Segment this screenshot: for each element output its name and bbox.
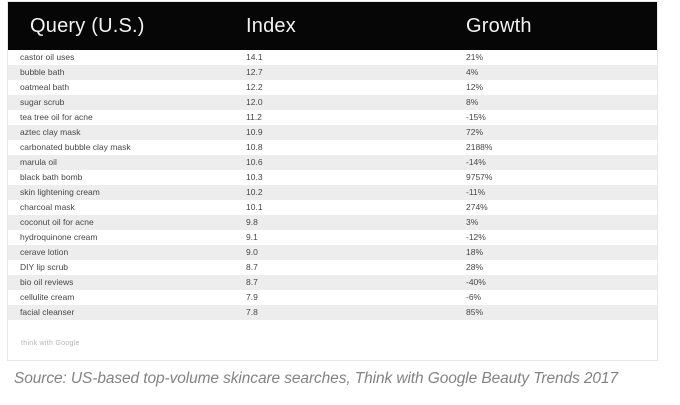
growth-cell: -40% — [466, 277, 486, 287]
table-row: bubble bath 12.7 4% — [8, 65, 657, 80]
growth-cell: 9757% — [466, 172, 493, 182]
source-caption: Source: US-based top-volume skincare sea… — [14, 370, 618, 387]
query-cell: cellulite cream — [20, 292, 75, 302]
index-cell: 14.1 — [246, 52, 263, 62]
growth-cell: 12% — [466, 82, 484, 92]
query-cell: bio oil reviews — [20, 277, 74, 287]
index-cell: 10.2 — [246, 187, 263, 197]
data-table-card: Query (U.S.) Index Growth castor oil use… — [7, 1, 658, 361]
column-header-index: Index — [246, 14, 296, 37]
query-cell: oatmeal bath — [20, 82, 70, 92]
query-cell: DIY lip scrub — [20, 262, 69, 272]
table-row: aztec clay mask 10.9 72% — [8, 125, 657, 140]
index-cell: 10.3 — [246, 172, 263, 182]
growth-cell: 2188% — [466, 142, 493, 152]
think-with-google-watermark: think with Google — [21, 340, 80, 347]
table-row: charcoal mask 10.1 274% — [8, 200, 657, 215]
growth-cell: 21% — [466, 52, 484, 62]
index-cell: 8.7 — [246, 262, 258, 272]
query-cell: skin lightening cream — [20, 187, 100, 197]
query-cell: charcoal mask — [20, 202, 75, 212]
table-header-row: Query (U.S.) Index Growth — [8, 2, 657, 50]
index-cell: 10.6 — [246, 157, 263, 167]
table-row: tea tree oil for acne 11.2 -15% — [8, 110, 657, 125]
query-cell: aztec clay mask — [20, 127, 81, 137]
query-cell: sugar scrub — [20, 97, 65, 107]
growth-cell: -6% — [466, 292, 482, 302]
growth-cell: 85% — [466, 307, 484, 317]
query-cell: bubble bath — [20, 67, 65, 77]
index-cell: 9.0 — [246, 247, 258, 257]
index-cell: 10.1 — [246, 202, 263, 212]
growth-cell: 18% — [466, 247, 484, 257]
growth-cell: 72% — [466, 127, 484, 137]
table-row: castor oil uses 14.1 21% — [8, 50, 657, 65]
table-row: facial cleanser 7.8 85% — [8, 305, 657, 320]
table-row: hydroquinone cream 9.1 -12% — [8, 230, 657, 245]
query-cell: hydroquinone cream — [20, 232, 98, 242]
table-row: sugar scrub 12.0 8% — [8, 95, 657, 110]
query-cell: coconut oil for acne — [20, 217, 94, 227]
table-row: coconut oil for acne 9.8 3% — [8, 215, 657, 230]
query-cell: cerave lotion — [20, 247, 69, 257]
query-cell: marula oil — [20, 157, 57, 167]
index-cell: 12.7 — [246, 67, 263, 77]
growth-cell: 3% — [466, 217, 479, 227]
growth-cell: 8% — [466, 97, 479, 107]
growth-cell: 274% — [466, 202, 488, 212]
growth-cell: -15% — [466, 112, 486, 122]
growth-cell: 28% — [466, 262, 484, 272]
column-header-query: Query (U.S.) — [30, 14, 145, 37]
table-row: DIY lip scrub 8.7 28% — [8, 260, 657, 275]
index-cell: 7.8 — [246, 307, 258, 317]
index-cell: 12.2 — [246, 82, 263, 92]
query-cell: black bath bomb — [20, 172, 83, 182]
table-row: marula oil 10.6 -14% — [8, 155, 657, 170]
index-cell: 11.2 — [246, 112, 262, 122]
growth-cell: 4% — [466, 67, 479, 77]
table-row: cerave lotion 9.0 18% — [8, 245, 657, 260]
index-cell: 12.0 — [246, 97, 263, 107]
query-cell: castor oil uses — [20, 52, 75, 62]
index-cell: 9.8 — [246, 217, 258, 227]
table-row: carbonated bubble clay mask 10.8 2188% — [8, 140, 657, 155]
index-cell: 10.8 — [246, 142, 263, 152]
table-row: cellulite cream 7.9 -6% — [8, 290, 657, 305]
table-row: oatmeal bath 12.2 12% — [8, 80, 657, 95]
query-cell: carbonated bubble clay mask — [20, 142, 131, 152]
growth-cell: -14% — [466, 157, 486, 167]
table-body: castor oil uses 14.1 21% bubble bath 12.… — [8, 50, 657, 320]
index-cell: 9.1 — [246, 232, 258, 242]
column-header-growth: Growth — [466, 14, 532, 37]
table-row: black bath bomb 10.3 9757% — [8, 170, 657, 185]
index-cell: 10.9 — [246, 127, 263, 137]
growth-cell: -12% — [466, 232, 486, 242]
table-row: bio oil reviews 8.7 -40% — [8, 275, 657, 290]
table-row: skin lightening cream 10.2 -11% — [8, 185, 657, 200]
index-cell: 7.9 — [246, 292, 258, 302]
index-cell: 8.7 — [246, 277, 258, 287]
query-cell: tea tree oil for acne — [20, 112, 93, 122]
query-cell: facial cleanser — [20, 307, 75, 317]
growth-cell: -11% — [466, 187, 486, 197]
